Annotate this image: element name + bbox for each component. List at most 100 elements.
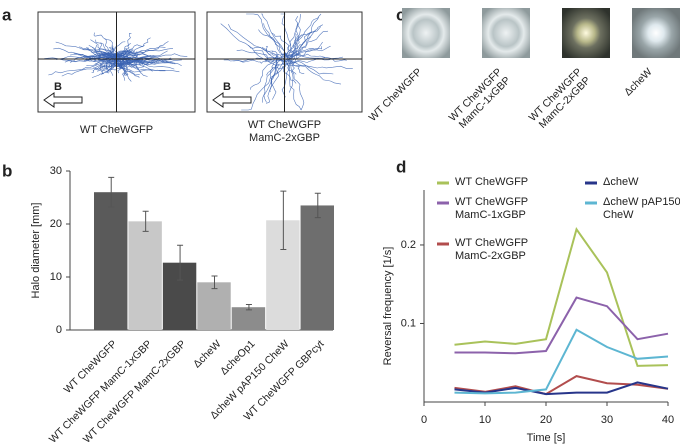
track [103, 53, 122, 64]
track [241, 64, 286, 111]
error-bar [108, 176, 115, 208]
track [125, 48, 174, 54]
arrow-label: B [223, 81, 231, 93]
track [122, 62, 128, 76]
image-label: WT CheWGFP [79, 124, 154, 136]
track [114, 59, 159, 66]
x-tick-label: 40 [662, 414, 674, 426]
track [286, 33, 297, 66]
series-line [454, 328, 669, 395]
track [121, 54, 151, 59]
x-tick-label: 10 [479, 414, 491, 426]
track [53, 47, 118, 58]
bar [197, 282, 231, 330]
track [109, 59, 116, 76]
track [91, 56, 109, 73]
x-axis-title: Time [s] [527, 432, 566, 444]
error-bar [177, 244, 184, 281]
track [85, 56, 110, 63]
y-tick-label: 20 [50, 218, 62, 230]
track [283, 14, 301, 58]
panel-label: c [396, 5, 405, 24]
track [55, 41, 112, 53]
track [95, 39, 115, 56]
track [93, 32, 112, 53]
track [288, 56, 343, 64]
x-tick-label: 0 [421, 414, 427, 426]
y-tick-label: 0.2 [401, 239, 416, 251]
track [123, 60, 145, 69]
y-axis-title: Halo diameter [mm] [30, 203, 42, 299]
legend-label: WT CheWGFP [455, 176, 529, 188]
series-line [454, 296, 669, 355]
track [236, 49, 284, 61]
track [110, 41, 126, 54]
bar [94, 192, 128, 330]
track [125, 56, 173, 62]
y-tick-label: 0.1 [401, 317, 416, 329]
y-tick-label: 30 [50, 165, 62, 177]
plate-image [482, 8, 530, 58]
track [246, 13, 281, 54]
track [108, 46, 115, 53]
track [288, 34, 303, 57]
track [258, 29, 294, 64]
track [250, 57, 276, 90]
error-bar [280, 190, 287, 250]
arrow [43, 92, 83, 108]
y-tick-label: 0 [56, 324, 62, 336]
track [281, 52, 326, 58]
track [233, 59, 276, 64]
error-bar [245, 304, 252, 311]
panel-label: a [2, 5, 12, 24]
legend-label: WT CheWGFP MamC-2xGBP [455, 237, 528, 262]
legend-label: ΔcheW [603, 176, 639, 188]
bar [128, 221, 162, 330]
error-bar [314, 192, 321, 219]
track [288, 60, 305, 74]
plate-image [562, 8, 610, 58]
error-bar [142, 210, 149, 232]
bar [300, 205, 334, 330]
legend-label: ΔcheW pAP150 CheW [603, 196, 680, 221]
error-bar [211, 275, 218, 290]
track [286, 59, 334, 75]
track [269, 53, 279, 84]
track [271, 32, 293, 53]
track [291, 24, 323, 58]
image-label: WT CheWGFP MamC-2xGBP [247, 119, 322, 144]
track [282, 64, 342, 85]
x-tick-label: 30 [601, 414, 613, 426]
bar [266, 220, 300, 330]
track [293, 29, 316, 58]
track [292, 16, 319, 53]
panel-label: d [396, 157, 406, 176]
arrow-label: B [54, 81, 62, 93]
track [292, 52, 347, 62]
plate-image [402, 8, 450, 58]
plate-image [632, 8, 680, 58]
track [289, 59, 305, 111]
track [270, 64, 277, 100]
track [122, 55, 157, 64]
track [294, 13, 322, 55]
track [285, 62, 302, 111]
track [266, 58, 285, 104]
track [119, 37, 151, 57]
y-axis-title: Reversal frequency [1/s] [382, 247, 394, 366]
legend-label: WT CheWGFP MamC-1xGBP [455, 196, 528, 221]
arrow [212, 92, 252, 108]
track [122, 62, 156, 66]
track [261, 46, 292, 59]
track [282, 62, 353, 69]
series-line [454, 381, 669, 396]
track [292, 46, 323, 56]
track [116, 57, 172, 65]
track [120, 46, 166, 59]
panel-label: b [2, 161, 12, 180]
track [265, 46, 278, 54]
track [93, 63, 108, 71]
track [117, 50, 168, 65]
